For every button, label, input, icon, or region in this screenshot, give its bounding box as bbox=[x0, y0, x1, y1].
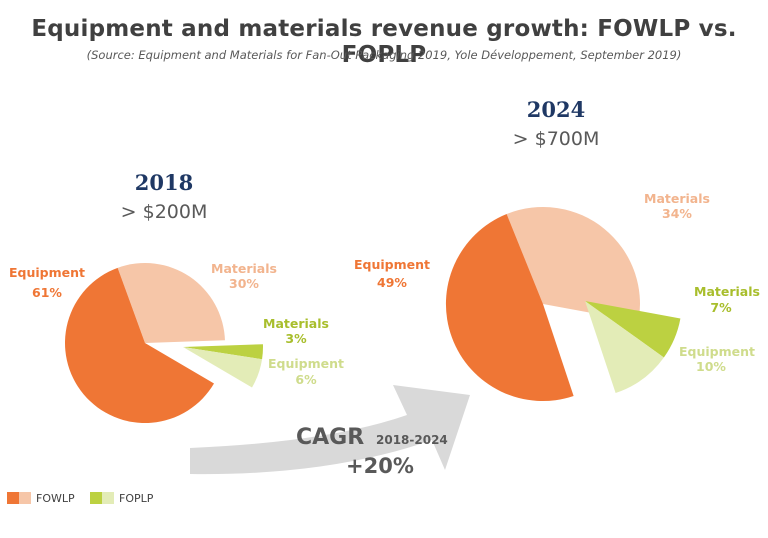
label-2018-fowlp-equipment-value: 61% bbox=[32, 285, 62, 300]
label-2024-fowlp-equipment-name: Equipment bbox=[354, 257, 430, 272]
pie-slice-2018-foplp-equipment bbox=[183, 347, 263, 388]
legend-swatch-fowlp-equipment bbox=[7, 492, 19, 504]
pie-slice-2018-foplp-materials bbox=[183, 344, 263, 360]
label-2018-foplp-equipment-name: Equipment bbox=[268, 356, 344, 371]
chart-subtitle: (Source: Equipment and Materials for Fan… bbox=[86, 48, 682, 62]
label-2018-foplp-materials-value: 3% bbox=[285, 331, 307, 346]
year-2024: 2024 bbox=[527, 97, 585, 122]
label-2018-foplp-materials-name: Materials bbox=[263, 316, 329, 331]
chart-title: Equipment and materials revenue growth: … bbox=[31, 16, 737, 68]
legend-label-foplp: FOPLP bbox=[119, 492, 154, 505]
total-2024: > $700M bbox=[513, 128, 600, 150]
pie-charts bbox=[64, 206, 681, 423]
label-2018-fowlp-equipment-name: Equipment bbox=[9, 265, 85, 280]
label-2024-foplp-equipment-value: 10% bbox=[696, 359, 726, 374]
label-2024-foplp-materials-value: 7% bbox=[710, 300, 732, 315]
pie-slice-2024-fowlp-materials bbox=[506, 206, 641, 322]
legend: FOWLP FOPLP bbox=[7, 492, 154, 505]
label-2018-foplp-equipment-value: 6% bbox=[295, 372, 317, 387]
legend-swatch-foplp-equipment bbox=[102, 492, 114, 504]
pie-slice-2024-foplp-materials bbox=[585, 301, 681, 358]
growth-arrow bbox=[190, 385, 470, 475]
year-2018: 2018 bbox=[135, 170, 193, 195]
total-2018: > $200M bbox=[121, 201, 208, 223]
label-2024-fowlp-materials-value: 34% bbox=[662, 206, 692, 221]
pie-slice-2018-fowlp-equipment bbox=[64, 267, 214, 423]
label-2018-fowlp-materials-name: Materials bbox=[211, 261, 277, 276]
legend-swatch-fowlp-materials bbox=[19, 492, 31, 504]
label-2024-foplp-materials-name: Materials bbox=[694, 284, 760, 299]
label-2018-fowlp-materials-value: 30% bbox=[229, 276, 259, 291]
cagr-label: CAGR bbox=[296, 425, 364, 450]
legend-label-fowlp: FOWLP bbox=[36, 492, 75, 505]
legend-swatch-foplp-materials bbox=[90, 492, 102, 504]
cagr-value: +20% bbox=[346, 454, 414, 478]
label-2024-fowlp-equipment-value: 49% bbox=[377, 275, 407, 290]
pie-slice-2018-fowlp-materials bbox=[117, 262, 225, 343]
pie-slice-2024-foplp-equipment bbox=[585, 301, 664, 394]
label-2024-foplp-equipment-name: Equipment bbox=[679, 344, 755, 359]
cagr-period: 2018-2024 bbox=[376, 433, 448, 447]
label-2024-fowlp-materials-name: Materials bbox=[644, 191, 710, 206]
pie-slice-2024-fowlp-equipment bbox=[445, 214, 574, 402]
